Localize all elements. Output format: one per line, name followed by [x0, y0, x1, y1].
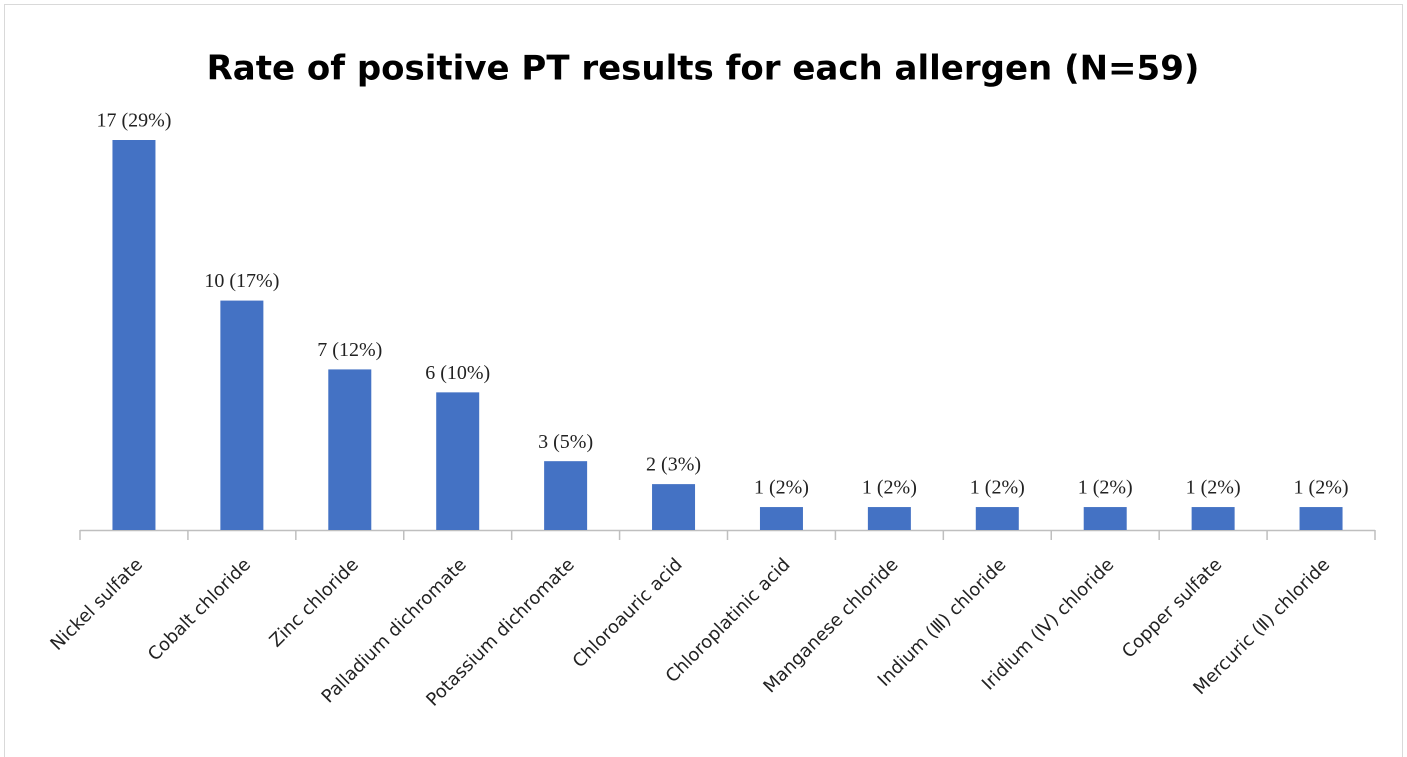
chart-title: Rate of positive PT results for each all… [207, 49, 1200, 89]
bar [652, 484, 696, 530]
bar [1299, 507, 1343, 530]
value-label: 6 (10%) [425, 362, 490, 384]
value-label: 17 (29%) [96, 110, 171, 132]
bar [328, 369, 372, 530]
bar [1191, 507, 1235, 530]
value-label: 1 (2%) [862, 477, 917, 499]
bar [1083, 507, 1127, 530]
bar [112, 140, 156, 530]
value-label: 1 (2%) [1078, 477, 1133, 499]
value-label: 2 (3%) [646, 454, 701, 476]
bar [220, 300, 264, 530]
value-label: 3 (5%) [538, 431, 593, 453]
value-label: 1 (2%) [1186, 477, 1241, 499]
value-label: 1 (2%) [754, 477, 809, 499]
bar [867, 507, 911, 530]
bar [975, 507, 1019, 530]
value-label: 1 (2%) [970, 477, 1025, 499]
bar [544, 461, 588, 530]
value-label: 10 (17%) [204, 270, 279, 292]
value-label: 1 (2%) [1294, 477, 1349, 499]
bar [436, 392, 480, 530]
bar [759, 507, 803, 530]
value-label: 7 (12%) [317, 339, 382, 361]
